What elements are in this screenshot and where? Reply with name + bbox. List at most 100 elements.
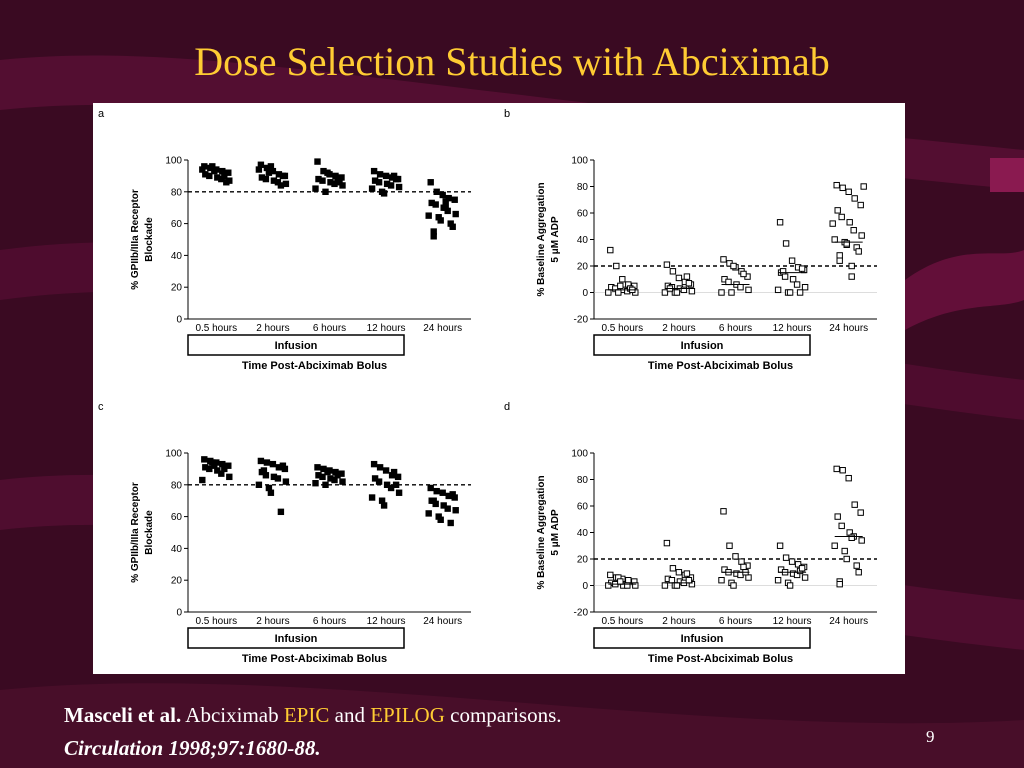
y-tick-label: 20 <box>577 555 589 566</box>
data-point <box>260 467 268 474</box>
data-point <box>848 273 855 280</box>
x-axis-label: Time Post-Abciximab Bolus <box>648 653 793 665</box>
data-point <box>675 274 683 282</box>
data-point <box>312 480 319 487</box>
data-point <box>442 204 449 211</box>
citation-trial-1: EPIC <box>283 703 330 727</box>
y-tick-label: 60 <box>577 502 589 513</box>
data-point <box>632 582 639 589</box>
data-point <box>430 497 437 504</box>
data-point <box>788 558 796 565</box>
data-point <box>447 519 454 527</box>
data-point <box>845 188 852 195</box>
data-point <box>848 262 855 270</box>
data-point <box>392 481 400 488</box>
data-point <box>855 569 862 576</box>
data-point <box>669 565 677 572</box>
data-point <box>605 289 612 296</box>
data-point <box>336 179 343 186</box>
y-tick-label: -20 <box>574 608 589 619</box>
y-tick-label: 80 <box>577 475 589 486</box>
y-tick-label: 100 <box>571 156 588 167</box>
data-point <box>376 171 384 178</box>
infusion-box <box>593 334 811 356</box>
data-point <box>845 474 852 482</box>
data-point <box>789 276 797 283</box>
data-point <box>669 268 677 275</box>
data-point <box>839 467 846 474</box>
citation-trial-2: EPILOG <box>370 703 445 727</box>
citation-text-b: and <box>334 703 365 727</box>
data-point <box>425 510 432 517</box>
data-point <box>368 185 376 192</box>
data-point <box>619 276 626 283</box>
data-point <box>788 257 796 264</box>
x-axis-label: Time Post-Abciximab Bolus <box>242 360 387 372</box>
x-tick-label: 0.5 hours <box>195 616 237 627</box>
data-point <box>324 169 331 176</box>
data-point <box>201 456 208 463</box>
data-point <box>617 578 624 585</box>
data-point <box>262 175 270 183</box>
data-point <box>605 582 612 589</box>
data-point <box>444 505 451 512</box>
data-point <box>685 280 693 287</box>
data-point <box>274 475 282 482</box>
data-point <box>392 175 400 183</box>
data-point <box>439 489 446 496</box>
data-point <box>427 484 434 492</box>
data-point <box>382 467 390 474</box>
citation-author: Masceli et al. <box>64 703 182 727</box>
data-point <box>774 286 782 294</box>
data-point <box>843 555 850 563</box>
data-point <box>452 210 459 218</box>
y-tick-label: 60 <box>171 512 183 523</box>
x-tick-label: 0.5 hours <box>601 616 643 627</box>
data-point <box>319 177 326 184</box>
data-point <box>673 289 681 296</box>
data-point <box>322 481 329 488</box>
data-point <box>846 219 853 226</box>
x-tick-label: 6 hours <box>719 323 752 334</box>
data-point <box>831 236 838 243</box>
data-point <box>836 580 843 588</box>
data-point <box>255 481 263 488</box>
data-point <box>375 179 383 186</box>
y-tick-label: 0 <box>176 608 182 619</box>
data-point <box>776 219 784 226</box>
data-point <box>850 227 857 234</box>
data-point <box>433 188 440 195</box>
data-point <box>368 494 376 501</box>
data-point <box>833 465 840 473</box>
data-point <box>737 284 744 291</box>
y-tick-label: -20 <box>574 315 589 326</box>
data-point <box>718 577 725 584</box>
data-point <box>376 464 384 471</box>
y-tick-label: 20 <box>171 576 183 587</box>
y-tick-label: 0 <box>176 315 182 326</box>
data-point <box>673 582 681 589</box>
data-point <box>433 487 440 495</box>
data-point <box>801 284 809 291</box>
figure-panel: a 0 20 40 60 80 100% GPIIb/IIIa Receptor Blocka… <box>93 103 905 674</box>
data-point <box>683 570 691 577</box>
data-point <box>836 257 843 264</box>
y-tick-label: 40 <box>577 528 589 539</box>
data-point <box>730 262 737 270</box>
data-point <box>437 516 444 523</box>
data-point <box>730 582 737 589</box>
data-point <box>607 571 614 579</box>
data-point <box>322 188 329 195</box>
data-point <box>726 542 733 549</box>
data-point <box>263 459 271 466</box>
panel-letter-a: a <box>98 108 105 120</box>
x-tick-label: 12 hours <box>773 616 812 627</box>
data-point <box>211 462 218 469</box>
data-point <box>395 183 403 191</box>
panel-letter-b: b <box>504 108 510 120</box>
data-point <box>858 232 865 239</box>
x-tick-label: 24 hours <box>423 323 462 334</box>
x-axis-label: Time Post-Abciximab Bolus <box>242 653 387 665</box>
data-point <box>277 182 285 189</box>
x-tick-label: 2 hours <box>256 616 289 627</box>
